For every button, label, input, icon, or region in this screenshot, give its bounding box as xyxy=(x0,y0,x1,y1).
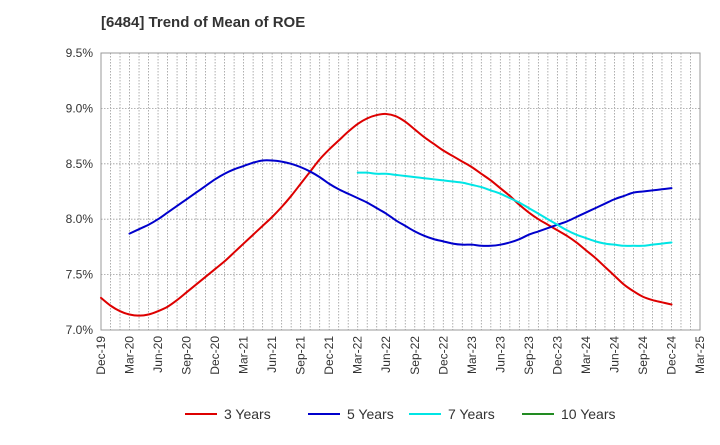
x-tick-label: Mar-21 xyxy=(237,336,251,374)
plot-area xyxy=(101,53,700,330)
x-tick-label: Jun-21 xyxy=(265,336,279,373)
y-tick-label: 9.0% xyxy=(66,101,94,115)
plot-frame xyxy=(100,52,701,331)
legend-label-5-years: 5 Years xyxy=(347,406,394,422)
x-tick-label: Dec-20 xyxy=(208,336,222,375)
x-tick-label: Dec-22 xyxy=(436,336,450,375)
x-tick-label: Mar-24 xyxy=(579,336,593,374)
x-tick-label: Dec-19 xyxy=(94,336,108,375)
series-line-3-years xyxy=(100,112,673,317)
x-tick-label: Sep-24 xyxy=(636,336,650,375)
series-line-7-years xyxy=(356,171,673,247)
legend-label-7-years: 7 Years xyxy=(448,406,495,422)
x-tick-label: Dec-23 xyxy=(550,336,564,375)
axes: 7.0% 7.5% 8.0% 8.5% 9.0% 9.5% Dec-19 Mar-20 Jun-… xyxy=(66,46,707,375)
legend-label-3-years: 3 Years xyxy=(224,406,271,422)
grid xyxy=(101,52,700,330)
x-tick-label: Mar-23 xyxy=(465,336,479,374)
x-tick-label: Jun-22 xyxy=(379,336,393,373)
x-tick-label: Dec-21 xyxy=(322,336,336,375)
y-tick-label: 9.5% xyxy=(66,46,94,60)
chart-title: [6484] Trend of Mean of ROE xyxy=(101,14,306,31)
x-tick-label: Jun-23 xyxy=(493,336,507,373)
x-tick-label: Mar-22 xyxy=(351,336,365,374)
x-tick-label: Sep-20 xyxy=(180,336,194,375)
x-tick-label: Dec-24 xyxy=(664,336,678,375)
series-line-5-years xyxy=(128,159,673,247)
legend-label-10-years: 10 Years xyxy=(561,406,616,422)
series-lines xyxy=(100,112,673,317)
x-tick-label: Mar-25 xyxy=(693,336,707,374)
y-tick-label: 8.0% xyxy=(66,212,94,226)
x-tick-label: Jun-24 xyxy=(607,336,621,373)
y-tick-label: 8.5% xyxy=(66,157,94,171)
x-tick-label: Sep-21 xyxy=(294,336,308,375)
x-tick-label: Sep-23 xyxy=(522,336,536,375)
y-tick-label: 7.5% xyxy=(66,268,94,282)
x-tick-label: Mar-20 xyxy=(123,336,137,374)
legend: 3 Years 5 Years 7 Years 10 Years xyxy=(185,406,616,422)
x-tick-label: Jun-20 xyxy=(151,336,165,373)
y-tick-label: 7.0% xyxy=(66,323,94,337)
x-tick-label: Sep-22 xyxy=(408,336,422,375)
